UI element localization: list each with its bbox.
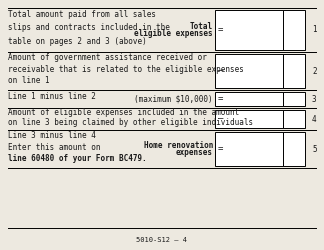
Text: 1: 1	[312, 26, 317, 35]
Text: 2: 2	[312, 66, 317, 76]
Text: 4: 4	[312, 114, 317, 124]
Bar	[283, 92, 305, 106]
Text: Home renovation: Home renovation	[144, 141, 213, 150]
Text: on line 1: on line 1	[8, 76, 50, 85]
Text: Amount of government assistance received or: Amount of government assistance received…	[8, 53, 207, 62]
Text: eligible expenses: eligible expenses	[134, 29, 213, 38]
Text: slips and contracts included in the: slips and contracts included in the	[8, 24, 170, 32]
Text: 5: 5	[312, 144, 317, 154]
Text: Enter this amount on: Enter this amount on	[8, 143, 100, 152]
Text: on line 3 being claimed by other eligible individuals: on line 3 being claimed by other eligibl…	[8, 118, 253, 127]
Bar	[283, 54, 305, 88]
Text: –: –	[218, 114, 223, 124]
Text: =: =	[218, 144, 223, 154]
Text: Total: Total	[190, 22, 213, 31]
Text: 3: 3	[312, 94, 317, 104]
Text: receivable that is related to the eligible expenses: receivable that is related to the eligib…	[8, 65, 244, 74]
Text: 5010-S12 – 4: 5010-S12 – 4	[136, 237, 188, 243]
Text: –: –	[218, 66, 223, 76]
Bar	[215, 10, 283, 50]
Text: line 60480 of your Form BC479.: line 60480 of your Form BC479.	[8, 154, 147, 163]
Bar	[215, 132, 283, 166]
Text: =: =	[218, 26, 223, 35]
Text: table on pages 2 and 3 (above): table on pages 2 and 3 (above)	[8, 37, 147, 46]
Bar	[215, 110, 283, 128]
Bar	[215, 92, 283, 106]
Bar	[215, 54, 283, 88]
Text: Total amount paid from all sales: Total amount paid from all sales	[8, 10, 156, 19]
Bar	[283, 110, 305, 128]
Bar	[283, 10, 305, 50]
Text: Line 3 minus line 4: Line 3 minus line 4	[8, 131, 96, 140]
Text: expenses: expenses	[176, 148, 213, 157]
Text: (maximum $10,000): (maximum $10,000)	[134, 94, 213, 104]
Text: =: =	[218, 94, 223, 104]
Text: Line 1 minus line 2: Line 1 minus line 2	[8, 92, 96, 102]
Bar	[283, 132, 305, 166]
Text: Amount of eligible expenses included in the amount: Amount of eligible expenses included in …	[8, 108, 239, 117]
